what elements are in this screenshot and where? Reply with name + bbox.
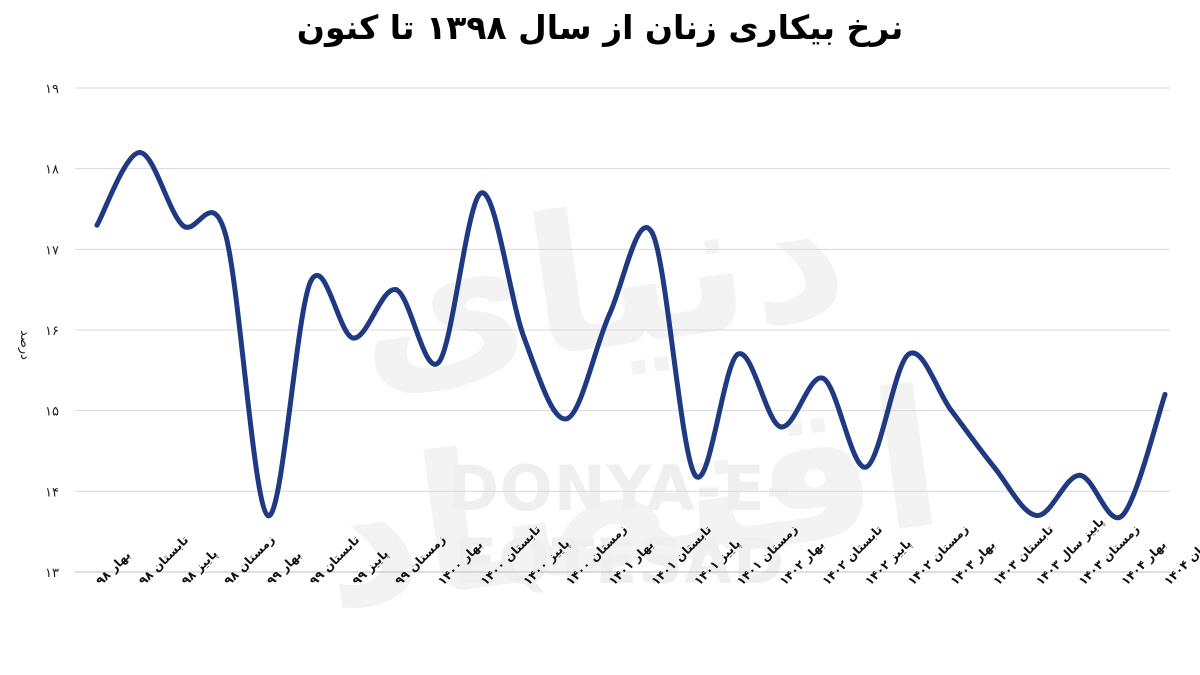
x-tick-label: بهار ۹۹ (264, 548, 304, 588)
y-axis-label: درصد (17, 330, 32, 360)
data-point (607, 311, 613, 317)
y-tick-label: ۱۹ (45, 82, 59, 97)
x-tick-label: پاییز ۹۸ (179, 547, 221, 589)
y-tick-labels: ۱۳ ۱۴ ۱۵ ۱۶ ۱۷ ۱۸ ۱۹ (45, 82, 59, 581)
data-point (521, 335, 527, 341)
data-point (222, 230, 228, 236)
data-point (94, 222, 100, 228)
data-point (863, 464, 869, 470)
data-point (692, 472, 698, 478)
watermark-latin: DONYA-E-EQTESAD (447, 452, 793, 598)
data-point (265, 513, 271, 519)
data-points (94, 150, 1168, 519)
data-point (393, 287, 399, 293)
data-point (564, 416, 570, 422)
x-tick-label: بهار ۹۸ (93, 548, 133, 588)
data-point (137, 150, 143, 156)
grid-lines (75, 87, 1170, 573)
series-line (94, 150, 1168, 521)
data-point (436, 359, 442, 365)
data-point (1119, 513, 1125, 519)
data-point (948, 408, 954, 414)
y-tick-label: ۱۷ (45, 243, 59, 258)
data-point (820, 375, 826, 381)
data-point (735, 351, 741, 357)
data-point (1034, 513, 1040, 519)
data-point (1077, 472, 1083, 478)
data-point (1162, 392, 1168, 398)
data-point (649, 230, 655, 236)
data-point (308, 279, 314, 285)
y-tick-label: ۱۸ (45, 163, 59, 178)
y-tick-label: ۱۳ (45, 566, 59, 581)
data-point (179, 222, 185, 228)
data-point (350, 335, 356, 341)
y-tick-label: ۱۵ (45, 405, 59, 420)
x-tick-label: تابستان ۱۴۰۴ (1161, 522, 1200, 588)
y-tick-label: ۱۴ (45, 485, 59, 500)
data-point (778, 424, 784, 430)
data-point (991, 464, 997, 470)
data-point (906, 351, 912, 357)
y-tick-label: ۱۶ (45, 324, 59, 339)
chart-title: نرخ بیکاری زنان از سال ۱۳۹۸ تا کنون (296, 8, 904, 47)
data-point (478, 190, 484, 196)
x-tick-label: پاییز ۹۹ (350, 547, 392, 589)
